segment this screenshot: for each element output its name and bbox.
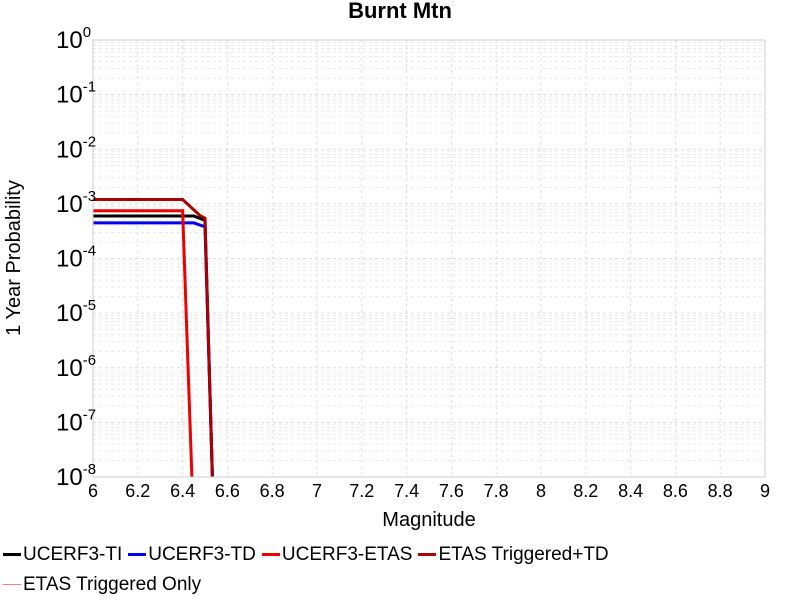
legend-swatch <box>3 553 21 556</box>
legend-swatch <box>3 583 21 585</box>
y-tick-label: 10-1 <box>56 79 96 109</box>
x-tick-label: 7 <box>312 481 322 501</box>
legend-item: ETAS Triggered Only <box>0 570 201 599</box>
x-axis-label: Magnitude <box>382 509 475 531</box>
chart-title: Burnt Mtn <box>348 0 452 23</box>
plot-frame <box>92 39 766 478</box>
x-tick-label: 7.8 <box>484 481 509 501</box>
x-tick-label: 6.6 <box>215 481 240 501</box>
y-tick-label: 10-4 <box>56 243 96 273</box>
series-line-3 <box>93 198 214 477</box>
legend-swatch <box>128 553 147 556</box>
legend-item: UCERF3-TI <box>0 540 122 569</box>
y-tick-label: 10-6 <box>56 352 96 382</box>
y-tick-label: 100 <box>56 24 91 54</box>
series-line-2 <box>93 209 194 477</box>
x-tick-label: 7.2 <box>349 481 374 501</box>
y-tick-label: 10-5 <box>56 297 96 327</box>
legend-swatch <box>418 553 437 556</box>
x-tick-label: 6.8 <box>260 481 285 501</box>
series-line-1 <box>93 221 214 477</box>
x-tick-label: 8.2 <box>573 481 598 501</box>
y-tick-label: 10-2 <box>56 133 96 163</box>
x-tick-label: 7.4 <box>394 481 419 501</box>
x-tick-label: 8.4 <box>618 481 643 501</box>
y-tick-label: 10-7 <box>56 406 96 436</box>
x-tick-label: 6.2 <box>125 481 150 501</box>
legend-label: ETAS Triggered+TD <box>438 544 609 565</box>
x-tick-labels: 6 6.2 6.4 6.6 6.8 7 7.2 7.4 7.6 7.8 8 8.2 8.4 8.6 8.8 9 <box>88 481 770 501</box>
legend-swatch <box>261 553 280 556</box>
chart: Burnt Mtn 6 6.2 6.4 6.6 6.8 7 7.2 7.4 7.6 7.8 8 8.2… <box>3 0 770 531</box>
series-line-0 <box>93 214 214 477</box>
legend-label: UCERF3-TI <box>23 544 123 565</box>
legend-label: ETAS Triggered Only <box>23 573 202 595</box>
x-tick-label: 8.6 <box>663 481 688 501</box>
legend: UCERF3-TI UCERF3-TD UCERF3-ETAS ETAS Trigge… <box>0 536 800 595</box>
legend-item: UCERF3-ETAS <box>259 540 413 569</box>
x-tick-label: 6 <box>88 481 98 501</box>
legend-item: UCERF3-TD <box>125 540 256 569</box>
legend-label: UCERF3-ETAS <box>281 544 413 565</box>
legend-item: ETAS Triggered+TD <box>415 540 609 569</box>
y-tick-label: 10-3 <box>56 188 96 218</box>
x-tick-label: 9 <box>760 481 770 501</box>
y-axis-label: 1 Year Probability <box>3 180 25 336</box>
y-tick-labels: 100 10-1 10-2 10-3 10-4 10-5 10-6 10-7 10-8 <box>56 24 96 491</box>
x-tick-label: 8.8 <box>708 481 733 501</box>
legend-label: UCERF3-TD <box>148 544 256 565</box>
x-tick-label: 6.4 <box>170 481 195 501</box>
x-tick-label: 8 <box>536 481 546 501</box>
x-tick-label: 7.6 <box>439 481 464 501</box>
grid <box>92 40 766 478</box>
series-lines <box>93 198 214 477</box>
y-tick-label: 10-8 <box>56 461 96 491</box>
